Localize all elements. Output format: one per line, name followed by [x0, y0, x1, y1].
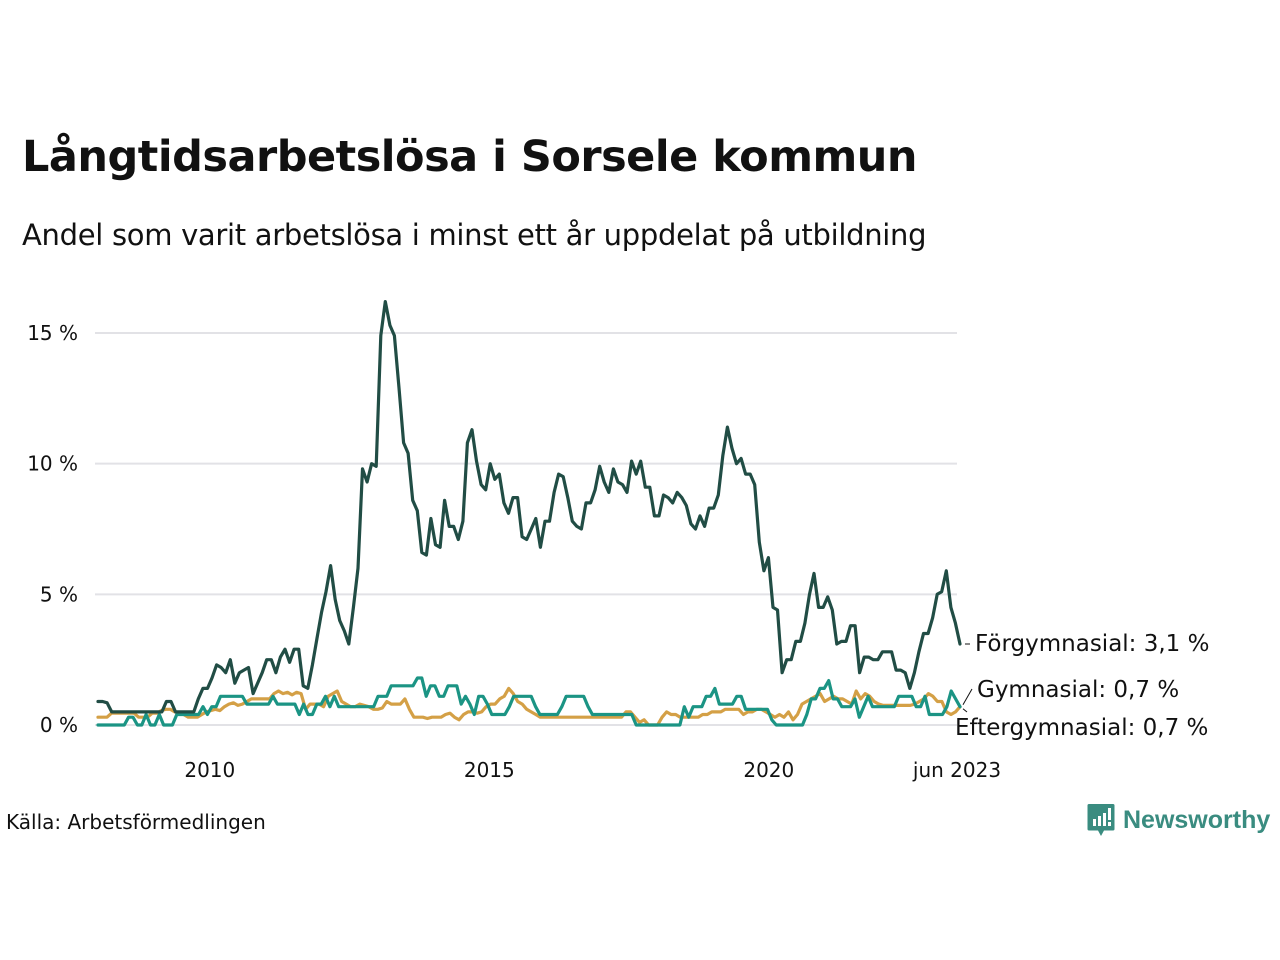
series-lines [96, 300, 962, 727]
label-leader-line [962, 688, 973, 705]
series-line-förgymnasial [96, 300, 962, 714]
series-end-labels: Förgymnasial: 3,1 % Gymnasial: 0,7 % Efter… [955, 631, 1209, 741]
series-end-label: Gymnasial: 0,7 % [977, 677, 1179, 703]
label-leader-line [962, 708, 968, 713]
y-tick-label: 15 % [27, 321, 78, 345]
y-tick-label: 0 % [40, 713, 78, 737]
series-end-label: Eftergymnasial: 0,7 % [955, 715, 1208, 741]
x-tick-label: 2010 [184, 758, 235, 782]
chart-subtitle: Andel som varit arbetslösa i minst ett å… [22, 218, 927, 252]
chart-title: Långtidsarbetslösa i Sorsele kommun [22, 132, 918, 182]
series-line-gymnasial [96, 676, 962, 727]
series-end-label: Förgymnasial: 3,1 % [975, 631, 1209, 657]
x-tick-label: 2020 [743, 758, 794, 782]
y-tick-label: 10 % [27, 452, 78, 476]
y-tick-label: 5 % [40, 582, 78, 606]
newsworthy-logo: Newsworthy [1087, 803, 1270, 837]
x-tick-label: 2015 [464, 758, 515, 782]
source-note: Källa: Arbetsförmedlingen [6, 810, 266, 834]
x-tick-label: jun 2023 [912, 758, 1001, 782]
y-grid [95, 332, 957, 726]
x-axis-ticks: 2010 2015 2020 jun 2023 [184, 758, 1001, 782]
logo-text: Newsworthy [1123, 805, 1271, 834]
bar-chart-speech-bubble-icon [1087, 804, 1115, 836]
line-chart: 0 % 5 % 10 % 15 % 2010 2015 2020 jun 2023 Förg… [27, 300, 1209, 782]
y-axis-ticks: 0 % 5 % 10 % 15 % [27, 321, 78, 737]
